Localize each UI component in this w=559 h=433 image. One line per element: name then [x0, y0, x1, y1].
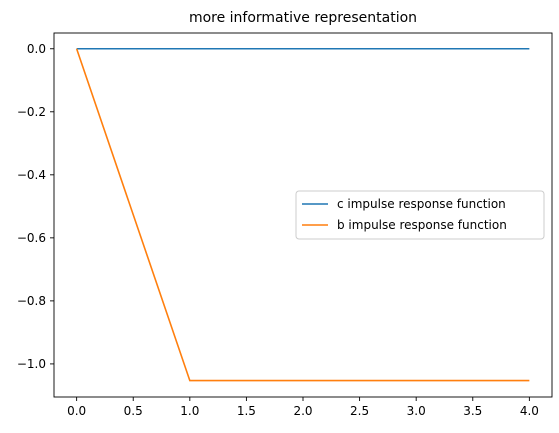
- x-tick-label: 0.0: [67, 404, 86, 418]
- y-tick-label: −0.6: [17, 231, 46, 245]
- x-tick-label: 2.0: [293, 404, 312, 418]
- x-tick-label: 1.5: [237, 404, 256, 418]
- x-tick-label: 2.5: [350, 404, 369, 418]
- x-tick-label: 0.5: [124, 404, 143, 418]
- y-tick-label: −0.4: [17, 168, 46, 182]
- x-tick-label: 1.0: [180, 404, 199, 418]
- series-line-2: [75, 48, 530, 382]
- y-tick-label: 0.0: [27, 42, 46, 56]
- legend-label-2: b impulse response function: [337, 218, 507, 232]
- legend-box: [295, 190, 545, 240]
- x-tick-label: 4.0: [520, 404, 539, 418]
- y-tick-label: −1.0: [17, 357, 46, 371]
- legend-label-1: c impulse response function: [337, 197, 506, 211]
- x-tick-label: 3.5: [463, 404, 482, 418]
- chart-title: more informative representation: [189, 10, 417, 26]
- y-tick-label: −0.2: [17, 105, 46, 119]
- x-tick-label: 3.0: [407, 404, 426, 418]
- y-tick-label: −0.8: [17, 294, 46, 308]
